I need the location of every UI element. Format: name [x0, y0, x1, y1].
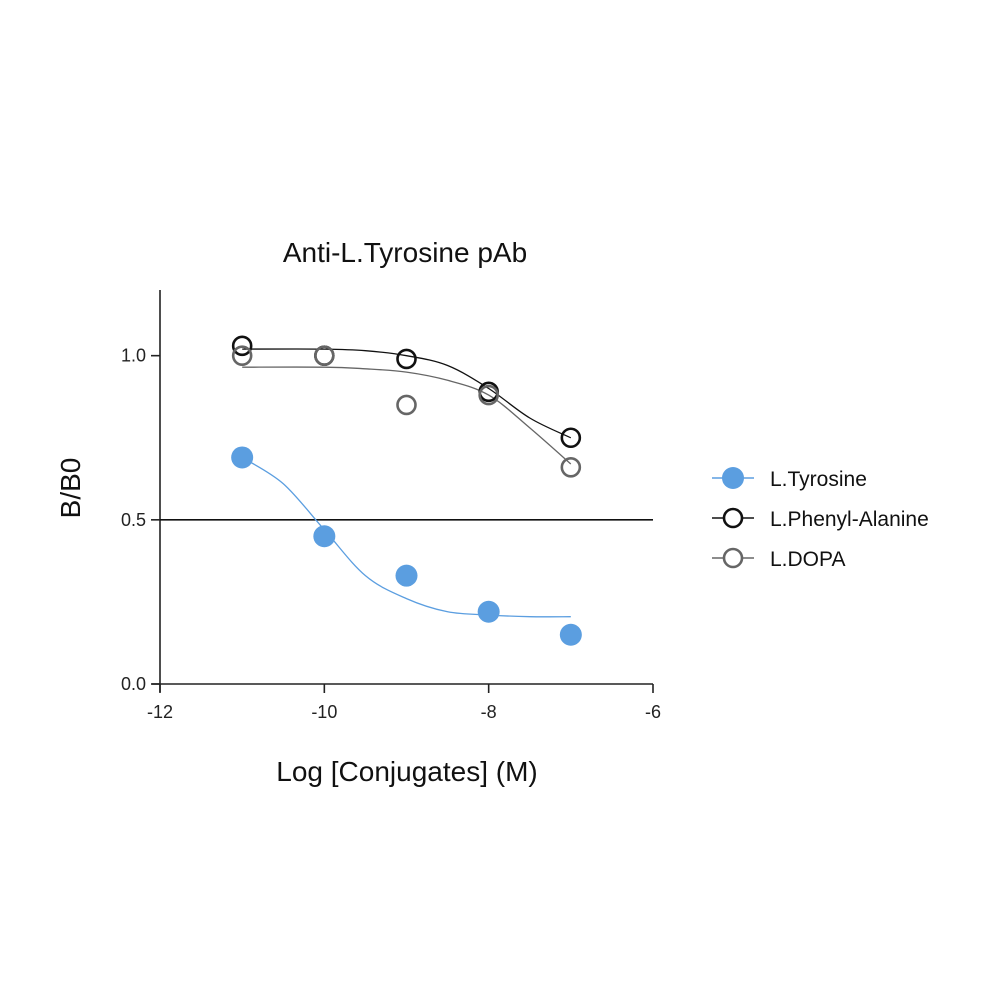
y-tick-label: 1.0	[121, 346, 146, 366]
data-point-l-tyrosine	[477, 600, 500, 623]
y-tick-label: 0.5	[121, 510, 146, 530]
legend-marker-l-dopa	[722, 547, 744, 569]
data-points	[231, 335, 582, 646]
x-tick-label: -12	[147, 702, 173, 722]
y-axis-label: B/B0	[55, 458, 86, 519]
fit-curves	[241, 348, 572, 618]
legend: L.Tyrosine L.Phenyl-Alanine L.DOPA	[712, 467, 929, 571]
data-point-l-tyrosine	[313, 525, 336, 548]
x-axis-label: Log [Conjugates] (M)	[276, 756, 537, 787]
axes: -12 -10 -8 -6 0.0 0.5 1.0	[121, 290, 661, 722]
data-point-l-dopa	[231, 345, 253, 366]
data-point-l-phenyl-alanine	[396, 348, 417, 370]
data-point-l-dopa	[478, 384, 499, 406]
chart-title: Anti-L.Tyrosine pAb	[283, 237, 527, 268]
legend-label-l-dopa: L.DOPA	[770, 548, 845, 571]
data-point-l-tyrosine	[395, 564, 418, 587]
x-tick-label: -6	[645, 702, 661, 722]
data-point-l-dopa	[560, 456, 582, 478]
data-point-l-tyrosine	[231, 446, 254, 469]
legend-marker-l-phenyl-alanine	[722, 507, 744, 529]
legend-label-l-tyrosine: L.Tyrosine	[770, 468, 867, 491]
legend-label-l-phenyl-alanine: L.Phenyl-Alanine	[770, 508, 929, 531]
legend-marker-l-tyrosine	[722, 467, 744, 489]
x-tick-label: -10	[311, 702, 337, 722]
x-tick-label: -8	[481, 702, 497, 722]
fit-curve-l-dopa	[242, 366, 572, 465]
data-point-l-phenyl-alanine	[231, 335, 253, 357]
data-point-l-dopa	[396, 394, 417, 416]
y-tick-label: 0.0	[121, 674, 146, 694]
data-point-l-dopa	[314, 345, 335, 366]
data-point-l-tyrosine	[559, 623, 582, 646]
fit-curve-l-phenyl-alanine	[242, 348, 572, 439]
fit-curve-l-tyrosine	[241, 456, 571, 618]
data-point-l-phenyl-alanine	[560, 427, 582, 449]
